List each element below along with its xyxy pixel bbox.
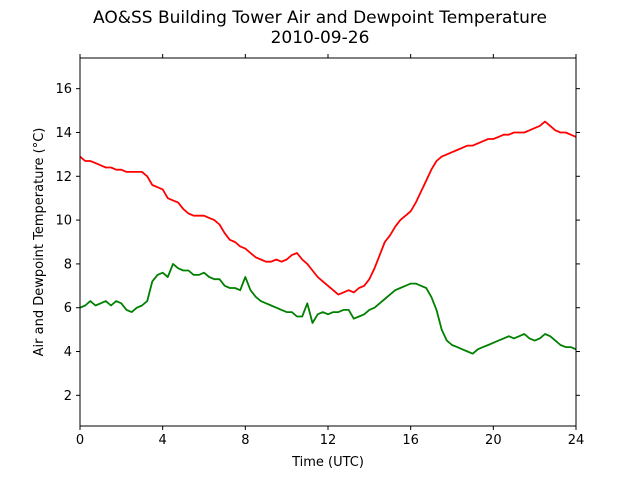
y-tick-label: 16 xyxy=(55,82,72,97)
x-tick-label: 8 xyxy=(241,433,249,448)
series-line-0 xyxy=(79,120,577,296)
y-tick-label: 6 xyxy=(64,301,72,316)
y-tick-label: 8 xyxy=(64,257,72,272)
chart-title: AO&SS Building Tower Air and Dewpoint Te… xyxy=(92,8,547,28)
x-tick-label: 4 xyxy=(159,433,167,448)
series-layer xyxy=(79,120,577,355)
x-tick-label: 20 xyxy=(485,433,502,448)
y-tick-label: 12 xyxy=(55,170,72,185)
x-tick-label: 12 xyxy=(320,433,337,448)
y-tick-label: 10 xyxy=(55,214,72,229)
x-tick-label: 24 xyxy=(568,433,585,448)
y-tick-label: 14 xyxy=(55,126,72,141)
y-tick-label: 4 xyxy=(64,345,72,360)
axes-frame xyxy=(79,57,577,427)
series-line-1 xyxy=(79,262,577,355)
x-tick-label: 0 xyxy=(76,433,84,448)
y-axis-label: Air and Dewpoint Temperature (°C) xyxy=(32,128,47,357)
y-tick-label: 2 xyxy=(64,389,72,404)
x-axis-label: Time (UTC) xyxy=(291,455,364,470)
chart-subtitle: 2010-09-26 xyxy=(270,28,370,48)
x-tick-label: 16 xyxy=(402,433,419,448)
